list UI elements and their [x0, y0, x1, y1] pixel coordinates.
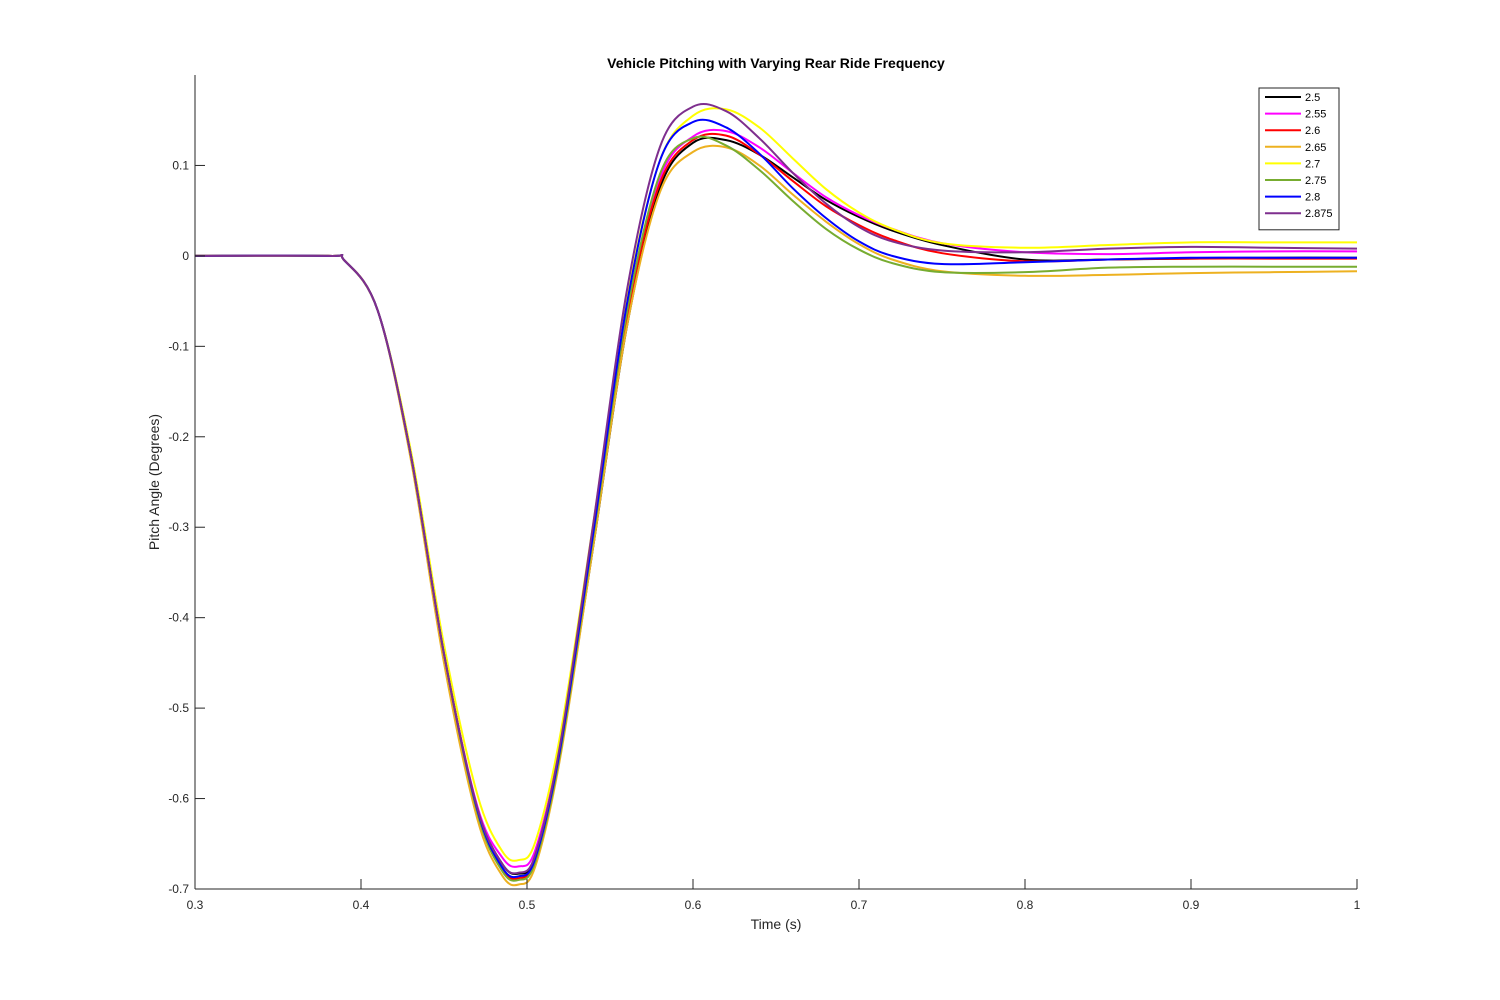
x-axis-label: Time (s) — [751, 916, 802, 932]
x-tick-label: 0.4 — [353, 898, 370, 912]
y-tick-label: -0.7 — [168, 882, 189, 896]
x-tick-label: 0.3 — [187, 898, 204, 912]
y-tick-label: -0.1 — [168, 339, 189, 353]
x-tick-label: 0.8 — [1017, 898, 1034, 912]
series-line-2-875 — [194, 103, 1358, 875]
legend-label: 2.8 — [1305, 192, 1320, 204]
x-tick-label: 0.9 — [1183, 898, 1200, 912]
axes-layer — [194, 75, 1357, 890]
y-tick-label: -0.3 — [168, 520, 189, 534]
legend-label: 2.875 — [1305, 208, 1333, 220]
x-tick-label: 0.7 — [851, 898, 868, 912]
ticks-layer: 0.3 0.4 0.5 0.6 0.7 0.8 0.9 1 -0.7 -0.6 -0.5 -0.4 -0… — [168, 158, 1360, 912]
chart-title: Vehicle Pitching with Varying Rear Ride … — [607, 55, 945, 71]
y-tick-label: 0.1 — [172, 158, 189, 172]
y-tick-label: 0 — [182, 249, 189, 263]
y-tick-label: -0.5 — [168, 701, 189, 715]
legend-label: 2.5 — [1305, 92, 1320, 104]
legend-label: 2.7 — [1305, 158, 1320, 170]
x-tick-label: 1 — [1354, 898, 1361, 912]
y-axis-label: Pitch Angle (Degrees) — [146, 414, 162, 550]
y-tick-label: -0.4 — [168, 611, 189, 625]
series-layer — [194, 103, 1358, 887]
legend-label: 2.65 — [1305, 142, 1326, 154]
legend: 2.5 2.55 2.6 2.65 2.7 2.75 2.8 2.875 — [1258, 87, 1340, 231]
legend-box — [1258, 87, 1340, 231]
x-tick-label: 0.6 — [685, 898, 702, 912]
y-tick-label: -0.6 — [168, 792, 189, 806]
legend-label: 2.6 — [1305, 125, 1320, 137]
legend-label: 2.75 — [1305, 175, 1326, 187]
x-tick-label: 0.5 — [519, 898, 536, 912]
y-tick-label: -0.2 — [168, 430, 189, 444]
legend-label: 2.55 — [1305, 109, 1326, 121]
